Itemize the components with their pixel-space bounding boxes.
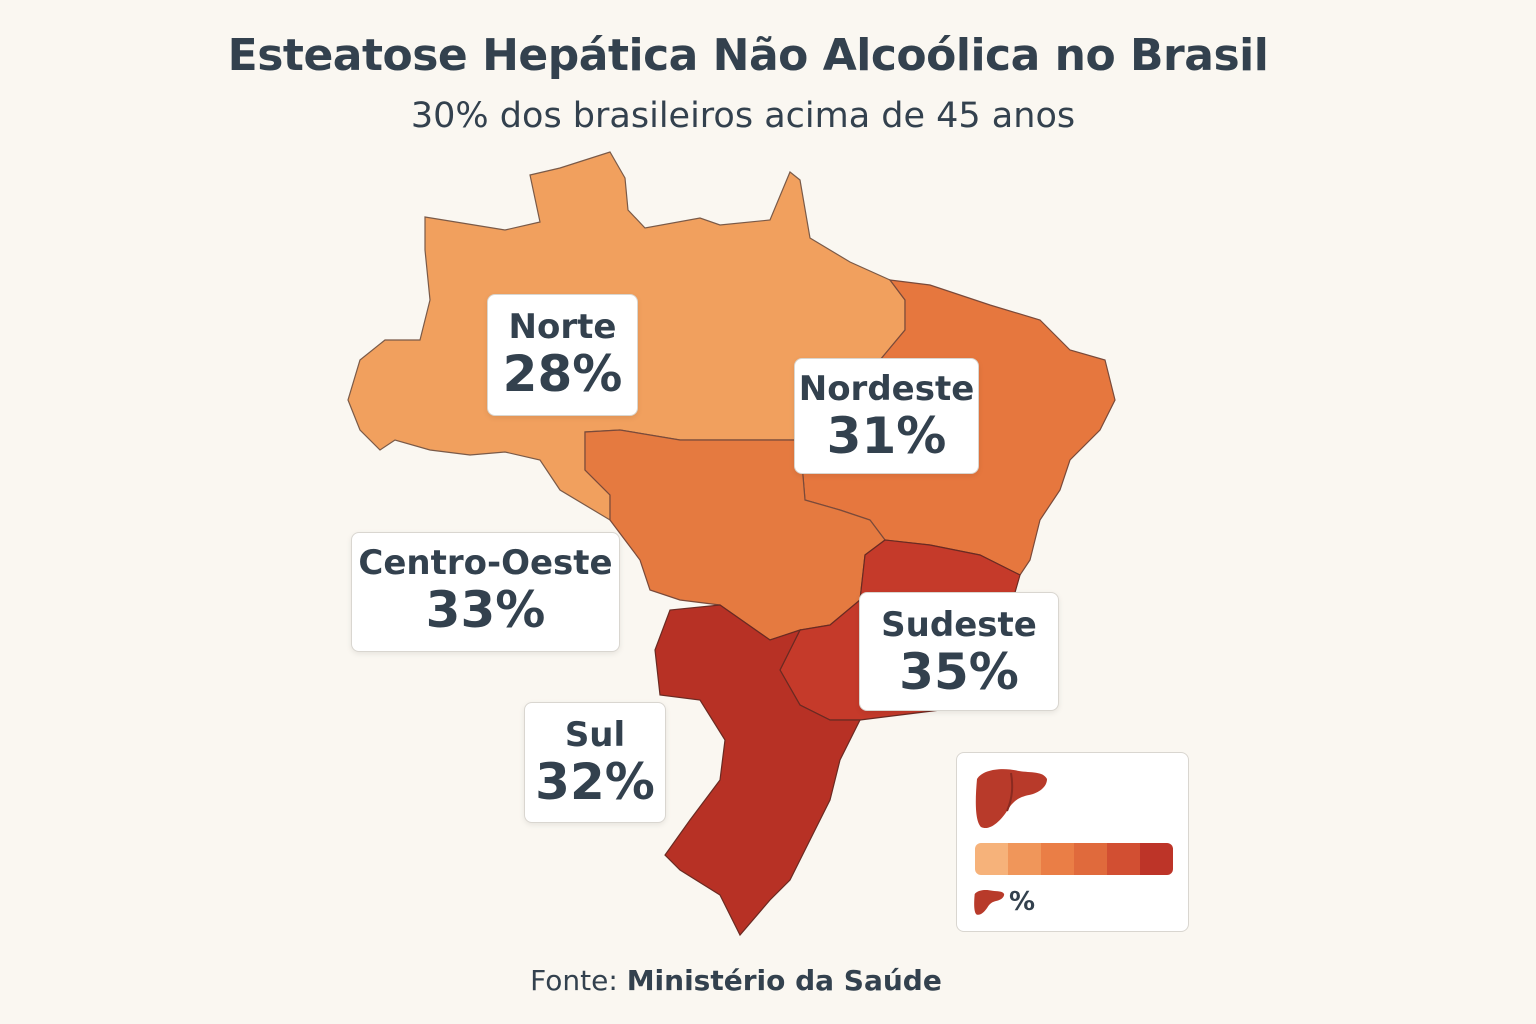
map-legend: % bbox=[956, 752, 1189, 932]
source-note: Fonte: Ministério da Saúde bbox=[0, 964, 1472, 997]
region-sul[interactable] bbox=[654, 604, 861, 937]
region-card-sudeste: Sudeste 35% bbox=[859, 592, 1059, 711]
scale-step-1 bbox=[975, 843, 1008, 875]
region-name: Sudeste bbox=[881, 605, 1037, 645]
region-card-norte: Norte 28% bbox=[487, 294, 638, 416]
region-value: 31% bbox=[826, 407, 947, 465]
scale-step-2 bbox=[1008, 843, 1041, 875]
color-scale bbox=[975, 843, 1173, 875]
source-prefix: Fonte: bbox=[530, 964, 618, 997]
scale-step-6 bbox=[1140, 843, 1173, 875]
liver-small-icon bbox=[974, 889, 1005, 915]
map-title: Esteatose Hepática Não Alcoólica no Bras… bbox=[227, 30, 1269, 81]
region-card-nordeste: Nordeste 31% bbox=[794, 358, 979, 474]
map-subtitle: 30% dos brasileiros acima de 45 anos bbox=[410, 96, 1076, 136]
source-name: Ministério da Saúde bbox=[626, 964, 942, 997]
legend-percent-label: % bbox=[1009, 887, 1036, 917]
scale-step-4 bbox=[1074, 843, 1107, 875]
region-name: Norte bbox=[508, 307, 617, 347]
region-value: 32% bbox=[535, 753, 655, 811]
region-value: 28% bbox=[502, 345, 623, 403]
scale-step-5 bbox=[1107, 843, 1140, 875]
liver-icon bbox=[975, 769, 1047, 829]
region-name: Centro-Oeste bbox=[358, 543, 613, 583]
region-name: Nordeste bbox=[798, 369, 975, 409]
region-name: Sul bbox=[564, 715, 626, 755]
region-card-centro-oeste: Centro-Oeste 33% bbox=[351, 532, 620, 652]
region-value: 35% bbox=[899, 643, 1019, 701]
region-card-sul: Sul 32% bbox=[524, 702, 666, 823]
scale-step-3 bbox=[1041, 843, 1074, 875]
region-value: 33% bbox=[425, 581, 546, 639]
